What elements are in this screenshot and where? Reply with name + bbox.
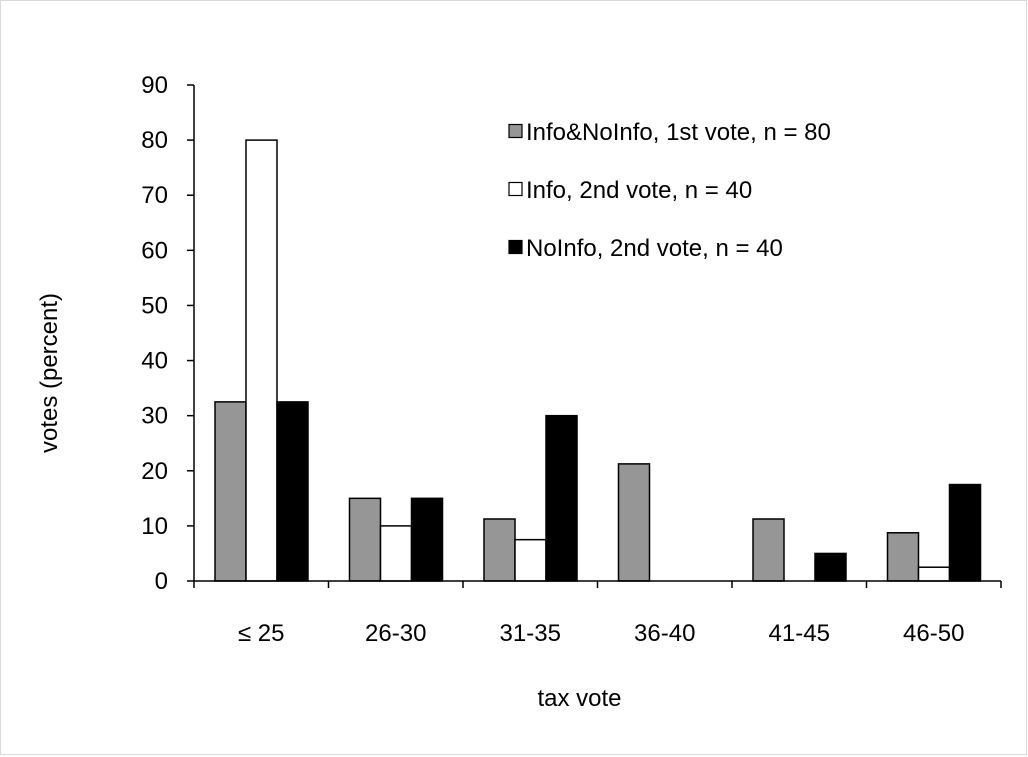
bar-series-2 <box>917 566 951 582</box>
bar-series-1 <box>617 463 651 582</box>
legend: Info&NoInfo, 1st vote, n = 80 Info, 2nd v… <box>508 119 831 262</box>
bar-series-1 <box>348 497 382 582</box>
bar-series-3 <box>814 552 847 582</box>
x-tick-label: 36-40 <box>634 620 695 647</box>
y-tick-label: 40 <box>141 348 168 375</box>
x-tick-label: 31-35 <box>500 620 561 647</box>
y-tick-label: 60 <box>141 237 168 264</box>
bar-series-2 <box>514 538 547 582</box>
bar-series-1 <box>752 518 785 582</box>
legend-label: NoInfo, 2nd vote, n = 40 <box>526 235 783 262</box>
legend-swatch <box>508 123 523 139</box>
bar-series-3 <box>545 414 578 582</box>
axes-group <box>193 85 1001 582</box>
y-tick-label: 70 <box>141 182 168 209</box>
bar-series-2 <box>245 139 278 582</box>
y-tick-label: 80 <box>141 127 168 154</box>
y-tick-label: 20 <box>141 458 168 485</box>
y-tick-label: 0 <box>155 568 168 595</box>
bar-series-2 <box>379 525 413 582</box>
bar-series-3 <box>410 497 444 582</box>
legend-swatch <box>508 181 523 197</box>
y-tick-label: 30 <box>141 403 168 430</box>
x-tick-label: ≤ 25 <box>238 620 285 647</box>
legend-label: Info&NoInfo, 1st vote, n = 80 <box>526 119 831 146</box>
x-tick-label: 41-45 <box>769 620 830 647</box>
y-ticks-group: 0 10 20 30 40 50 60 70 80 90 <box>141 72 194 595</box>
bar-series-3 <box>948 483 982 582</box>
y-tick-label: 50 <box>141 292 168 319</box>
legend-swatch <box>508 239 523 255</box>
y-axis-title: votes (percent) <box>36 293 63 453</box>
legend-label: Info, 2nd vote, n = 40 <box>526 177 752 204</box>
x-tick-label: 26-30 <box>365 620 426 647</box>
x-axis-title: tax vote <box>537 685 621 712</box>
bar-series-1 <box>886 532 920 582</box>
bar-series-1 <box>483 518 516 582</box>
y-tick-label: 10 <box>141 513 168 540</box>
bar-series-3 <box>276 401 309 582</box>
bars-group <box>214 139 982 582</box>
bar-series-1 <box>214 401 247 582</box>
x-tick-label: 46-50 <box>903 620 964 647</box>
x-ticks-group: ≤ 25 26-30 31-35 36-40 41-45 46-50 <box>193 581 1002 647</box>
y-tick-label: 90 <box>141 72 168 99</box>
